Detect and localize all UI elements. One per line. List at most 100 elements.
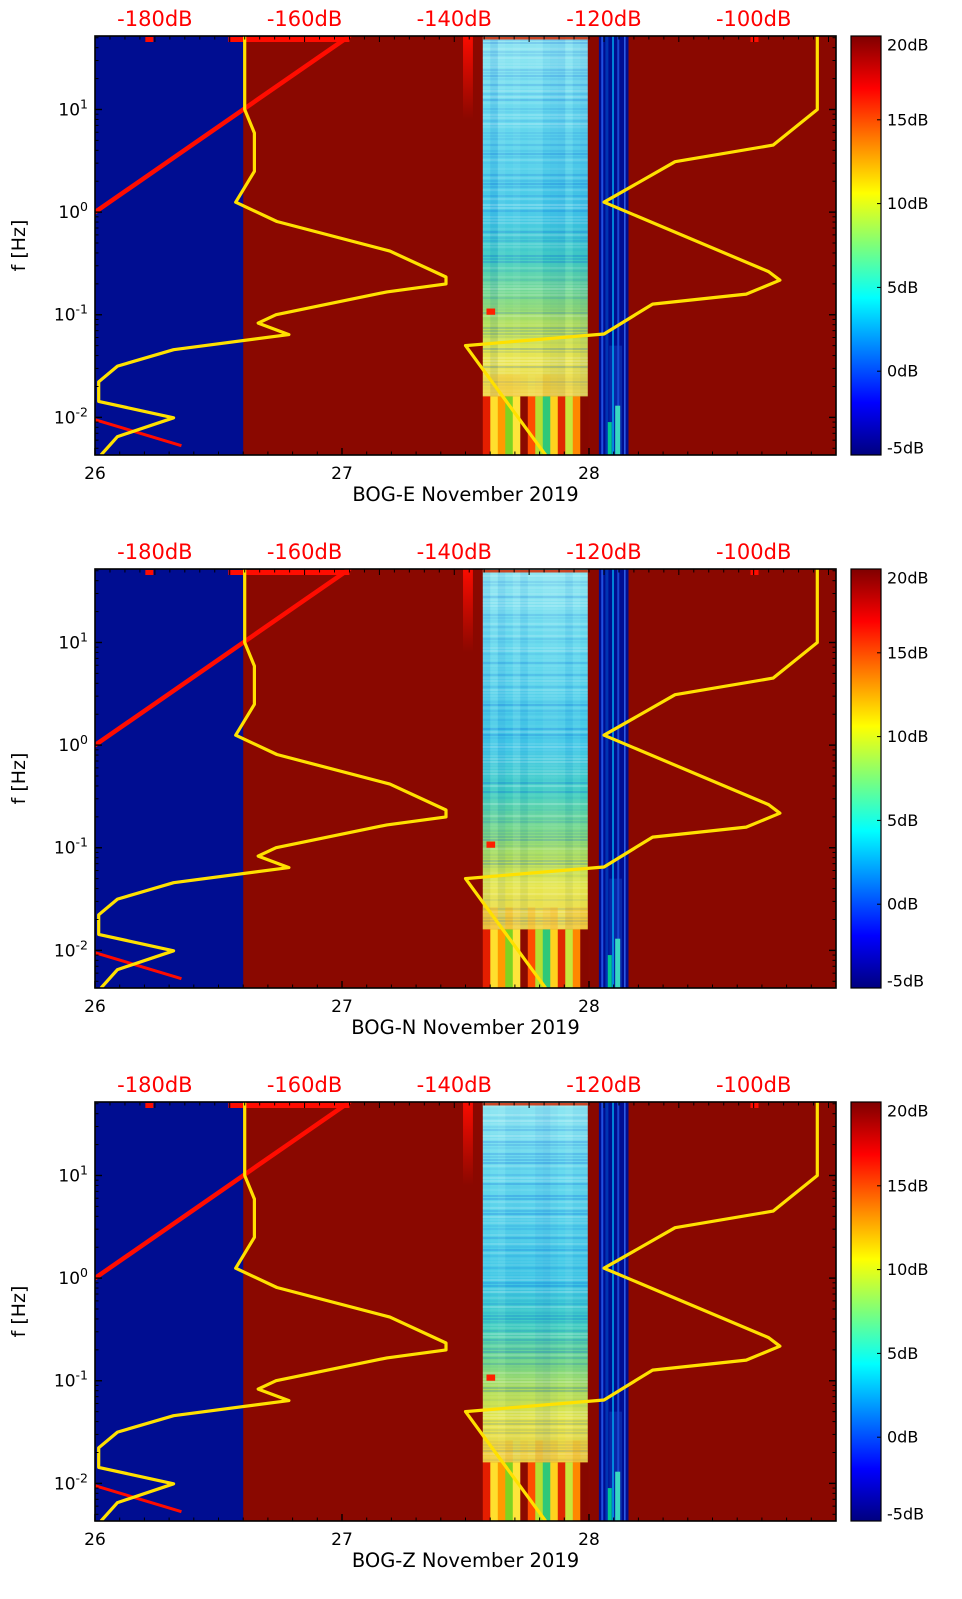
plot-area xyxy=(95,569,836,988)
y-tick-label: 10-2 xyxy=(54,404,88,428)
y-tick-label: 10-1 xyxy=(54,302,88,326)
top-db-tick-label: -100dB xyxy=(716,7,791,31)
colorbar-tick-label: 5dB xyxy=(887,811,918,830)
top-db-tick-label: -100dB xyxy=(716,1073,791,1097)
colorbar-tick-label: 5dB xyxy=(887,1344,918,1363)
colorbar-tick-label: 5dB xyxy=(887,278,918,297)
red-streak xyxy=(463,569,473,653)
spectrogram-band xyxy=(482,36,589,455)
colorbar-frame xyxy=(850,568,882,989)
nlnm-curve xyxy=(97,569,448,988)
quiet-period-region xyxy=(95,569,244,988)
colorbar-tick-label: 15dB xyxy=(887,1176,929,1195)
colorbar-tick-label: -5dB xyxy=(887,972,924,991)
colorbar-tick-label: 0dB xyxy=(887,895,918,914)
nhnm-curve xyxy=(463,1102,819,1521)
top-db-tick-label: -140dB xyxy=(417,1073,492,1097)
top-db-tick-label: -180dB xyxy=(117,1073,192,1097)
x-tick-label: 26 xyxy=(84,997,106,1017)
top-db-tick-label: -160dB xyxy=(267,540,342,564)
nlnm-curve xyxy=(97,1102,448,1521)
red-bottom-segment xyxy=(95,1484,182,1514)
sweep-line-top-segment xyxy=(228,570,350,575)
colorbar xyxy=(851,1102,881,1521)
y-tick-label: 101 xyxy=(58,96,88,120)
red-bottom-segment xyxy=(95,418,182,448)
top-db-tick-label: -140dB xyxy=(417,7,492,31)
panel-title: BOG-Z November 2019 xyxy=(352,1549,579,1572)
red-bottom-segment xyxy=(95,951,182,981)
x-tick-label: 26 xyxy=(84,464,106,484)
sweep-line xyxy=(95,569,352,748)
panel-container-bog-n: 26 27 28 -180dB -160dB -140dB -120dB -100dB 101 1… xyxy=(0,533,962,1066)
y-tick-label: 10-1 xyxy=(54,1368,88,1392)
axis-ticks xyxy=(94,1102,836,1521)
data-gap-stripe xyxy=(598,1102,629,1521)
spectrogram-panel-bog-n: 26 27 28 -180dB -160dB -140dB -120dB -100dB 101 1… xyxy=(8,540,929,1039)
red-top-mark xyxy=(145,37,154,42)
x-tick-label: 26 xyxy=(84,1530,106,1550)
colorbar-tick-label: 10dB xyxy=(887,1260,929,1279)
quiet-period-region xyxy=(95,1102,244,1521)
x-tick-label: 27 xyxy=(331,997,353,1017)
plot-area xyxy=(95,36,836,455)
axis-ticks xyxy=(94,36,836,455)
top-db-tick-label: -120dB xyxy=(566,1073,641,1097)
x-tick-label: 28 xyxy=(578,1530,600,1550)
colorbar-tick-label: 20dB xyxy=(887,36,929,55)
colorbar-tick-label: 20dB xyxy=(887,569,929,588)
y-tick-label: 101 xyxy=(58,1162,88,1186)
x-tick-label: 27 xyxy=(331,464,353,484)
data-gap-stripe xyxy=(598,569,629,988)
colorbar-tick-label: 15dB xyxy=(887,643,929,662)
panel-title: BOG-E November 2019 xyxy=(352,483,578,506)
colorbar-tick-label: 0dB xyxy=(887,1428,918,1447)
band-top-red-line xyxy=(482,570,588,573)
top-db-tick-label: -120dB xyxy=(566,540,641,564)
sweep-line xyxy=(95,1102,352,1281)
y-tick-label: 100 xyxy=(58,199,88,223)
y-axis-label: f [Hz] xyxy=(8,1286,30,1338)
colorbar-tick-label: 0dB xyxy=(887,362,918,381)
band-top-red-line xyxy=(482,37,588,40)
top-db-tick-label: -160dB xyxy=(267,7,342,31)
red-top-mark xyxy=(145,570,154,575)
colorbar xyxy=(851,36,881,455)
colorbar-tick-label: -5dB xyxy=(887,1505,924,1524)
band-red-dash xyxy=(486,308,496,315)
nlnm-curve xyxy=(97,36,448,455)
panel-title: BOG-N November 2019 xyxy=(351,1016,580,1039)
sweep-line-top-segment xyxy=(228,1103,350,1108)
red-streak xyxy=(463,1102,473,1186)
y-tick-label: 10-1 xyxy=(54,835,88,859)
colorbar-tick-label: -5dB xyxy=(887,439,924,458)
panel-container-bog-z: 26 27 28 -180dB -160dB -140dB -120dB -100dB 101 1… xyxy=(0,1066,962,1599)
axis-ticks xyxy=(94,569,836,988)
band-red-dash xyxy=(486,841,496,848)
top-db-tick-label: -100dB xyxy=(716,540,791,564)
y-tick-label: 100 xyxy=(58,1265,88,1289)
x-tick-label: 28 xyxy=(578,997,600,1017)
red-top-mark xyxy=(750,37,759,42)
y-tick-label: 101 xyxy=(58,629,88,653)
sweep-line-top-segment xyxy=(228,37,350,42)
colorbar xyxy=(851,569,881,988)
band-top-red-line xyxy=(482,1103,588,1106)
colorbar-frame xyxy=(850,35,882,456)
spectrogram-band xyxy=(482,569,589,988)
y-axis-label: f [Hz] xyxy=(8,753,30,805)
panel-container-bog-e: 26 27 28 -180dB -160dB -140dB -120dB -100dB 101 1… xyxy=(0,0,962,533)
data-gap-stripe xyxy=(598,36,629,455)
y-tick-label: 100 xyxy=(58,732,88,756)
spectrogram-panel-bog-e: 26 27 28 -180dB -160dB -140dB -120dB -100dB 101 1… xyxy=(8,7,929,506)
colorbar-tick-label: 10dB xyxy=(887,194,929,213)
y-axis-label: f [Hz] xyxy=(8,220,30,272)
colorbar-tick-label: 15dB xyxy=(887,110,929,129)
top-db-tick-label: -140dB xyxy=(417,540,492,564)
x-tick-label: 27 xyxy=(331,1530,353,1550)
spectrogram-panel-bog-z: 26 27 28 -180dB -160dB -140dB -120dB -100dB 101 1… xyxy=(8,1073,929,1572)
red-top-mark xyxy=(750,570,759,575)
colorbar-tick-label: 10dB xyxy=(887,727,929,746)
colorbar-frame xyxy=(850,1101,882,1522)
